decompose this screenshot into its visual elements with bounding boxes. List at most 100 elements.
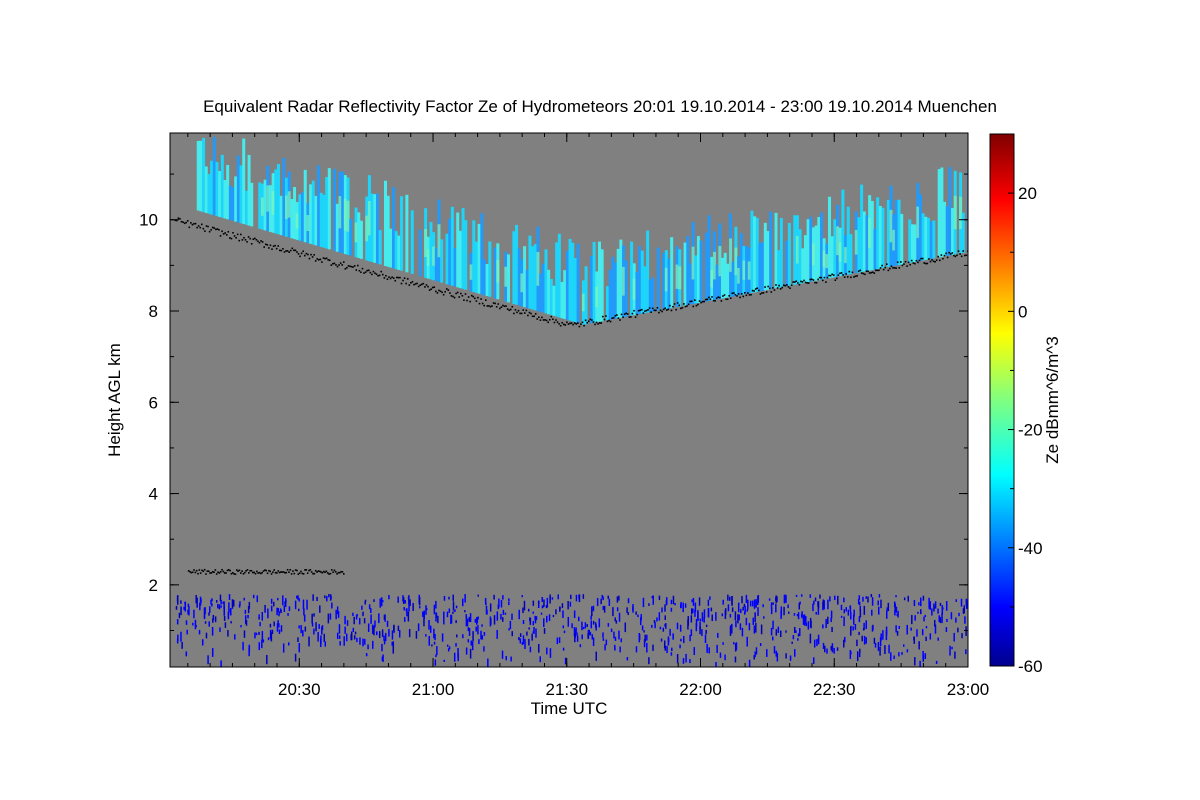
cloud-base-dot: [566, 321, 568, 324]
cloud-base-dot: [311, 256, 314, 258]
clutter-echo: [715, 612, 717, 621]
cirrus-column: [948, 167, 952, 256]
lower-cloud-base-dot: [325, 570, 328, 573]
clutter-echo: [175, 605, 178, 610]
clutter-echo: [422, 611, 424, 617]
cirrus-core: [868, 217, 872, 248]
clutter-echo: [185, 620, 188, 625]
cloud-base-dot: [467, 296, 470, 298]
cirrus-column: [814, 225, 818, 281]
cloud-base-dot: [193, 222, 195, 225]
clutter-echo: [584, 622, 587, 629]
cloud-base-dot: [410, 282, 412, 284]
colorbar-tick-label: -20: [1018, 421, 1043, 440]
clutter-echo: [957, 627, 959, 633]
cloud-base-dot: [871, 271, 874, 274]
cloud-base-dot: [743, 292, 746, 294]
lower-cloud-base-dot: [191, 571, 194, 574]
lower-cloud-base-dot: [206, 570, 209, 572]
lower-cloud-base-dot: [292, 570, 294, 572]
clutter-echo: [958, 612, 960, 617]
cloud-base-dot: [653, 309, 656, 312]
lower-cloud-base-dot: [301, 572, 304, 575]
clutter-echo: [799, 601, 801, 605]
cloud-base-dot: [266, 244, 269, 246]
clutter-echo: [223, 601, 225, 610]
cloud-base-dot: [932, 260, 935, 263]
clutter-echo: [928, 597, 930, 608]
cloud-base-dot: [662, 308, 665, 311]
clutter-echo: [863, 635, 866, 645]
cloud-base-dot: [772, 287, 774, 289]
clutter-echo: [924, 614, 927, 618]
cloud-base-dot: [591, 319, 593, 321]
cloud-base-dot: [857, 270, 860, 273]
clutter-echo: [500, 613, 502, 620]
clutter-echo: [562, 625, 565, 629]
cloud-base-dot: [637, 309, 640, 312]
clutter-echo: [352, 612, 354, 617]
clutter-echo: [204, 621, 207, 624]
cloud-base-dot: [452, 295, 454, 298]
cloud-base-dot: [954, 255, 957, 258]
cloud-base-dot: [572, 323, 574, 326]
cloud-base-dot: [413, 283, 415, 286]
cirrus-column: [846, 206, 850, 275]
clutter-echo: [382, 654, 384, 662]
clutter-echo: [754, 651, 756, 658]
lower-cloud-base-dot: [273, 569, 276, 571]
cloud-base-dot: [505, 305, 507, 307]
cloud-base-dot: [711, 296, 713, 298]
cloud-base-dot: [268, 247, 270, 249]
clutter-echo: [939, 602, 942, 606]
clutter-echo: [417, 623, 420, 632]
cloud-base-dot: [481, 302, 484, 305]
cloud-base-dot: [587, 320, 590, 322]
clutter-echo: [669, 628, 671, 636]
colorbar: [989, 133, 1015, 667]
clutter-echo: [588, 629, 590, 636]
cloud-base-dot: [814, 281, 816, 284]
clutter-echo: [772, 620, 774, 630]
cloud-base-dot: [185, 221, 187, 224]
cloud-base-dot: [665, 309, 668, 311]
cloud-base-dot: [495, 305, 498, 308]
clutter-echo: [800, 594, 803, 597]
clutter-echo: [378, 613, 380, 624]
clutter-echo: [485, 602, 487, 606]
cirrus-column: [860, 184, 864, 273]
clutter-echo: [210, 599, 212, 605]
cloud-base-dot: [570, 322, 573, 324]
cirrus-core: [742, 260, 746, 280]
clutter-echo: [837, 595, 839, 605]
clutter-echo: [418, 596, 421, 606]
clutter-echo: [273, 601, 275, 607]
clutter-echo: [670, 652, 673, 656]
cloud-base-dot: [890, 265, 893, 268]
lower-cloud-base-dot: [266, 572, 269, 575]
clutter-echo: [955, 599, 958, 602]
cloud-base-dot: [915, 259, 918, 262]
clutter-echo: [648, 657, 650, 665]
clutter-echo: [745, 617, 748, 626]
clutter-echo: [941, 605, 944, 615]
clutter-echo: [386, 620, 389, 627]
clutter-echo: [840, 615, 843, 618]
cirrus-column: [908, 219, 912, 263]
lower-cloud-base-dot: [226, 569, 229, 572]
lower-cloud-base-dot: [234, 573, 237, 576]
clutter-echo: [743, 611, 746, 615]
clutter-echo: [343, 636, 345, 646]
clutter-echo: [539, 656, 541, 663]
clutter-echo: [587, 632, 589, 639]
clutter-echo: [741, 627, 744, 637]
cloud-base-dot: [729, 297, 732, 300]
cirrus-column: [619, 239, 623, 318]
cirrus-column: [429, 222, 433, 280]
clutter-echo: [674, 602, 676, 606]
clutter-echo: [541, 597, 544, 603]
cirrus-column: [900, 213, 904, 265]
cloud-base-dot: [701, 300, 704, 303]
cirrus-core: [889, 209, 893, 243]
clutter-echo: [575, 627, 577, 634]
